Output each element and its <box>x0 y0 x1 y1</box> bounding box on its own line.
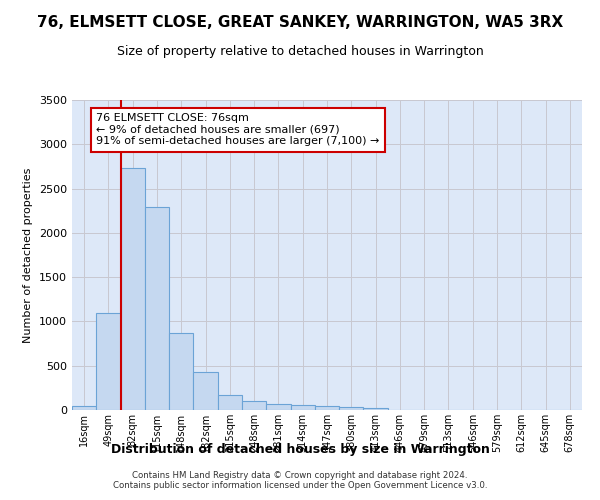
Bar <box>266 404 290 410</box>
Bar <box>290 405 315 410</box>
Text: Contains HM Land Registry data © Crown copyright and database right 2024.
Contai: Contains HM Land Registry data © Crown c… <box>113 470 487 490</box>
Text: 76, ELMSETT CLOSE, GREAT SANKEY, WARRINGTON, WA5 3RX: 76, ELMSETT CLOSE, GREAT SANKEY, WARRING… <box>37 15 563 30</box>
Bar <box>145 207 169 410</box>
Bar <box>364 408 388 410</box>
Bar <box>72 406 96 410</box>
Bar <box>315 406 339 410</box>
Text: Distribution of detached houses by size in Warrington: Distribution of detached houses by size … <box>110 442 490 456</box>
Bar <box>218 394 242 410</box>
Bar <box>193 372 218 410</box>
Bar <box>169 333 193 410</box>
Text: Size of property relative to detached houses in Warrington: Size of property relative to detached ho… <box>116 45 484 58</box>
Bar <box>339 407 364 410</box>
Bar <box>242 401 266 410</box>
Bar <box>96 312 121 410</box>
Y-axis label: Number of detached properties: Number of detached properties <box>23 168 34 342</box>
Text: 76 ELMSETT CLOSE: 76sqm
← 9% of detached houses are smaller (697)
91% of semi-de: 76 ELMSETT CLOSE: 76sqm ← 9% of detached… <box>96 114 380 146</box>
Bar <box>121 168 145 410</box>
